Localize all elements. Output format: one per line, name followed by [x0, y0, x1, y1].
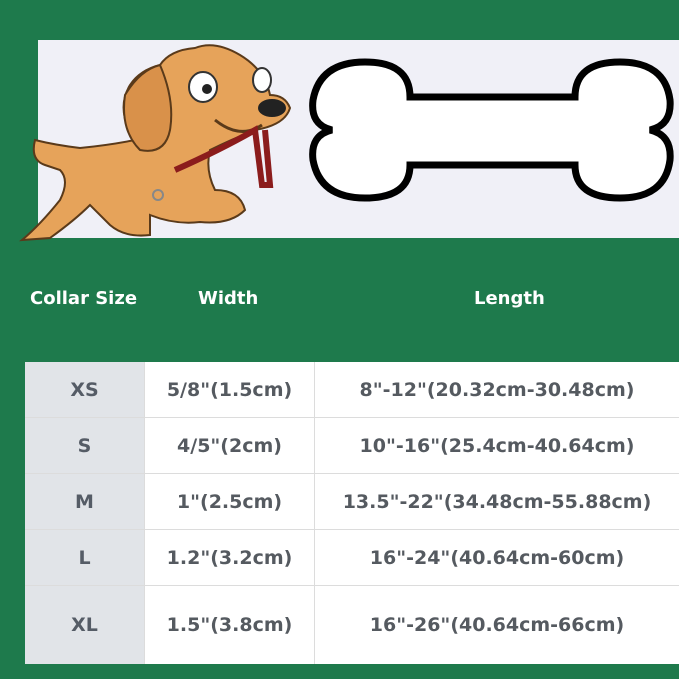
header-collar-size: Collar Size: [30, 288, 138, 309]
table-row: XS 5/8"(1.5cm) 8"-12"(20.32cm-30.48cm): [25, 362, 679, 418]
length-cell: 16"-24"(40.64cm-60cm): [369, 546, 625, 569]
width-cell: 1.5"(3.8cm): [145, 586, 315, 664]
bone-outline: [309, 58, 674, 202]
table-row: XL 1.5"(3.8cm) 16"-26"(40.64cm-66cm): [25, 586, 679, 664]
header-length: Length: [474, 288, 545, 309]
width-cell: 4/5"(2cm): [145, 418, 315, 473]
width-cell: 1.2"(3.2cm): [145, 530, 315, 585]
size-cell: XS: [25, 362, 145, 417]
size-table: XS 5/8"(1.5cm) 8"-12"(20.32cm-30.48cm) S…: [25, 362, 679, 664]
size-cell: M: [25, 474, 145, 529]
width-cell: 1"(2.5cm): [145, 474, 315, 529]
size-cell: S: [25, 418, 145, 473]
table-row: S 4/5"(2cm) 10"-16"(25.4cm-40.64cm): [25, 418, 679, 474]
length-cell: 10"-16"(25.4cm-40.64cm): [359, 434, 635, 457]
size-cell: L: [25, 530, 145, 585]
table-row: L 1.2"(3.2cm) 16"-24"(40.64cm-60cm): [25, 530, 679, 586]
dog-illustration: [18, 44, 292, 242]
table-row: M 1"(2.5cm) 13.5"-22"(34.48cm-55.88cm): [25, 474, 679, 530]
length-cell: 13.5"-22"(34.48cm-55.88cm): [342, 490, 652, 513]
header-width: Width: [198, 288, 259, 309]
width-cell: 5/8"(1.5cm): [145, 362, 315, 417]
length-cell: 16"-26"(40.64cm-66cm): [369, 614, 625, 636]
size-cell: XL: [25, 586, 145, 664]
length-cell: 8"-12"(20.32cm-30.48cm): [359, 378, 635, 401]
banner-illustration: [18, 44, 674, 242]
